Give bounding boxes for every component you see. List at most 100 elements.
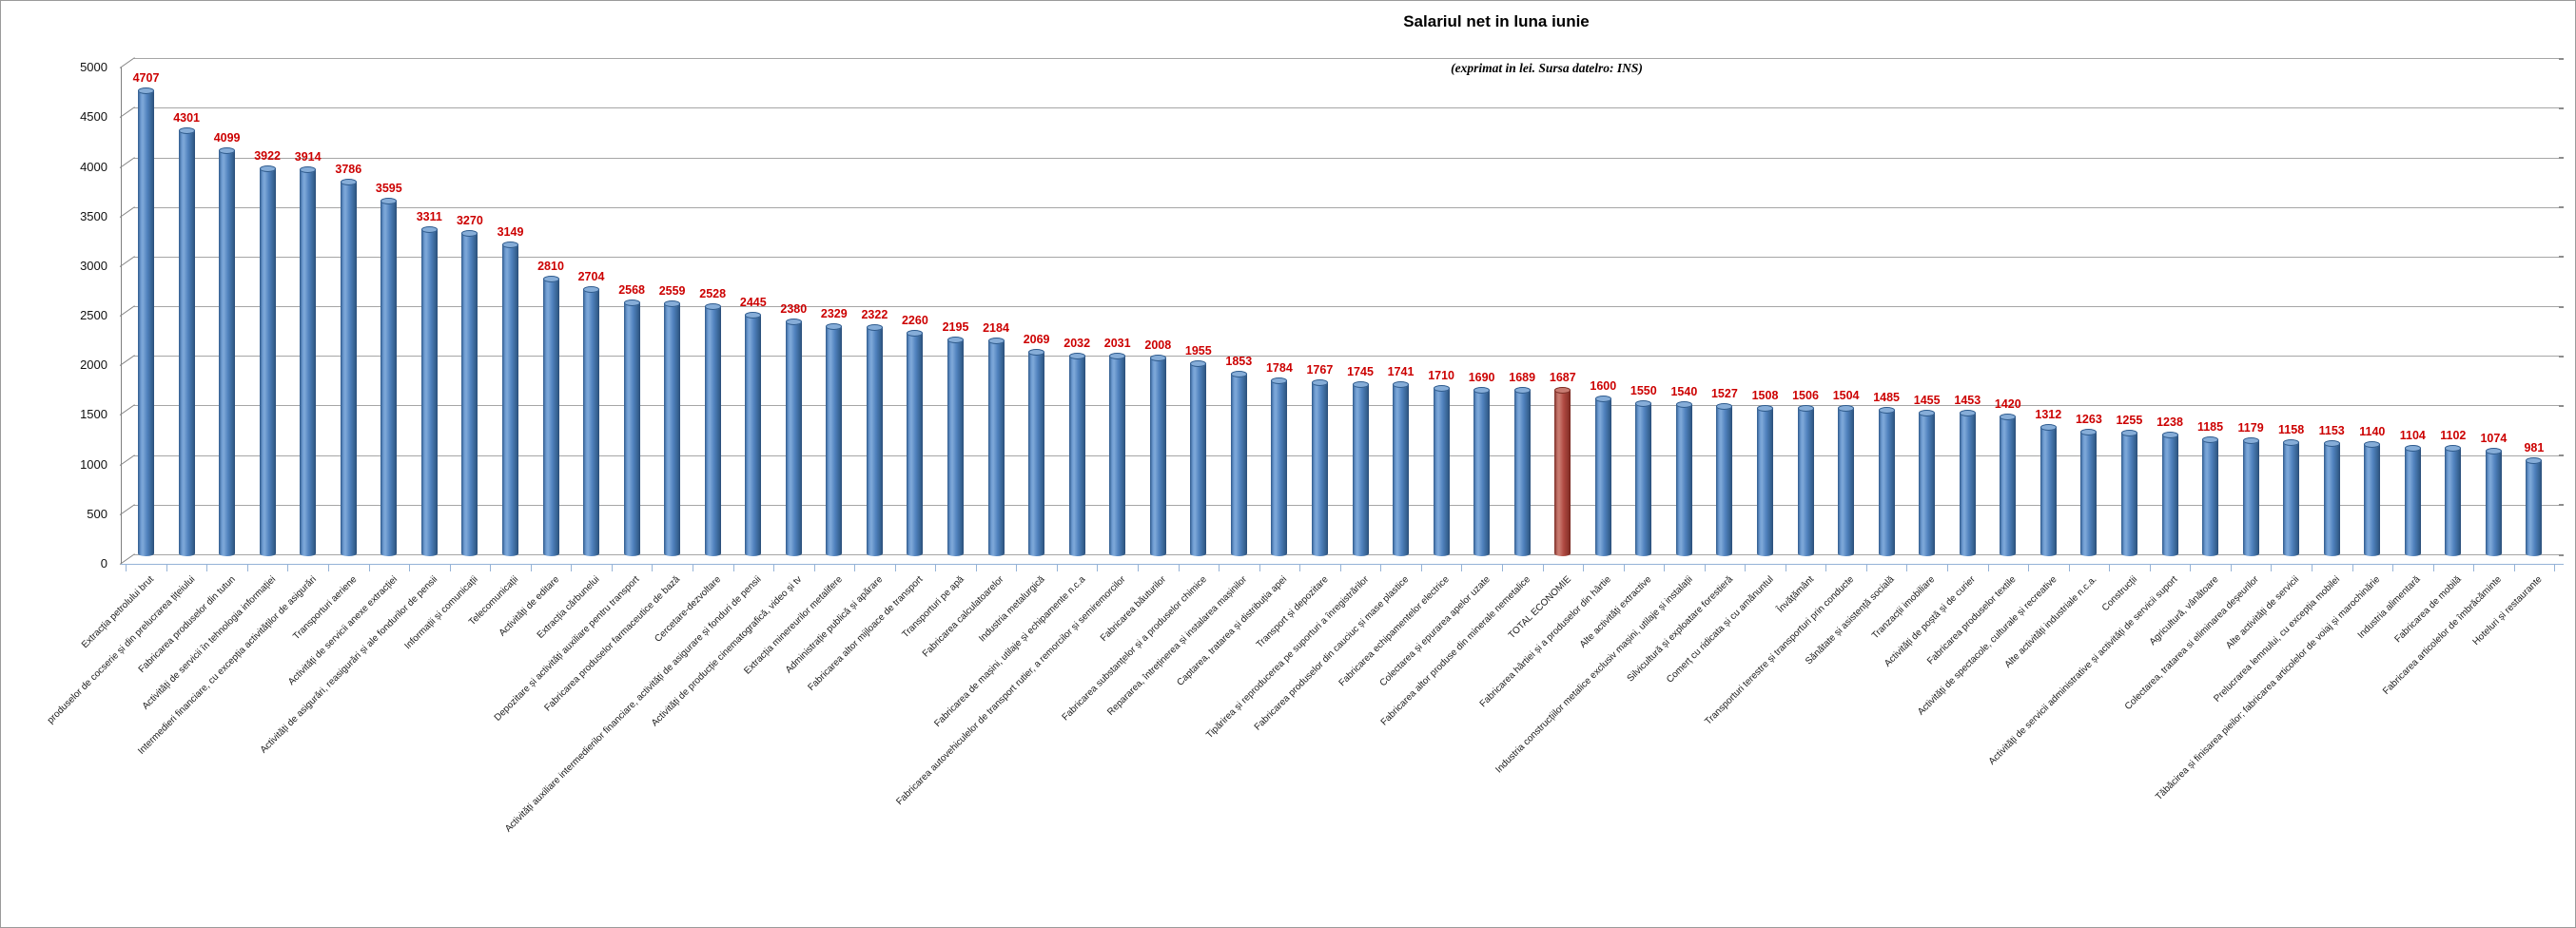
axis-depth-connector xyxy=(119,205,135,218)
bar-top-cap xyxy=(745,311,762,319)
value-label: 1485 xyxy=(1873,391,1900,404)
y-gridline xyxy=(134,107,2564,109)
category-label: Fabricarea de mașini, utilaje și echipam… xyxy=(931,574,1087,730)
bar-body xyxy=(1352,383,1369,556)
x-axis-tick xyxy=(1420,564,1422,571)
category-label: Fabricarea altor produse din minerale ne… xyxy=(1378,574,1532,728)
x-axis-tick xyxy=(1219,564,1220,571)
y-axis-tick-label: 3500 xyxy=(80,208,107,223)
bar-body xyxy=(1433,387,1450,556)
x-axis-tick xyxy=(732,564,734,571)
bar xyxy=(2000,413,2017,556)
y-axis-tick-label: 4000 xyxy=(80,159,107,174)
category-label: Alte activități extractive xyxy=(1577,574,1654,650)
value-label: 2445 xyxy=(739,295,767,309)
bar-body xyxy=(1757,407,1773,556)
value-label: 3270 xyxy=(456,213,483,227)
value-label: 2260 xyxy=(901,314,928,328)
y-gridline-endcap xyxy=(2559,404,2564,407)
y-axis-tick-label: 2500 xyxy=(80,308,107,323)
bar-top-cap xyxy=(2283,439,2300,447)
bar-top-cap xyxy=(1109,353,1126,359)
axis-depth-connector xyxy=(119,305,135,318)
bar-top-cap xyxy=(2202,436,2218,444)
bar xyxy=(1878,407,1895,556)
bar-top-cap xyxy=(1513,386,1531,394)
bar-body xyxy=(1716,405,1733,556)
bar-total-economie xyxy=(1554,386,1571,556)
bar xyxy=(947,336,964,556)
value-label: 1153 xyxy=(2318,423,2345,437)
bar-top-cap xyxy=(1838,405,1855,412)
bar-body xyxy=(2283,442,2300,556)
x-axis-tick xyxy=(652,564,654,571)
value-label: 3149 xyxy=(497,225,524,240)
bar xyxy=(1109,353,1126,556)
bar-top-cap xyxy=(1190,360,1207,367)
x-axis-tick xyxy=(1664,564,1666,571)
bar-top-cap xyxy=(2404,444,2421,452)
value-label: 1540 xyxy=(1670,385,1698,399)
bar-top-cap xyxy=(1149,355,1166,362)
bar-body xyxy=(1554,389,1571,556)
bar-body xyxy=(785,320,802,556)
axis-depth-connector xyxy=(119,106,135,119)
bar-top-cap xyxy=(704,303,721,311)
bar-body xyxy=(1109,356,1126,556)
bar xyxy=(1311,378,1328,556)
bar xyxy=(785,318,802,556)
value-label: 1179 xyxy=(2237,421,2264,435)
value-label: 1140 xyxy=(2359,425,2386,438)
category-label: Activități de spectacole, culturale și r… xyxy=(1915,574,2059,718)
bar-top-cap xyxy=(2445,445,2462,452)
bar xyxy=(1513,386,1531,556)
bar-body xyxy=(502,244,518,556)
bar-body xyxy=(1473,389,1491,556)
bar-top-cap xyxy=(1311,378,1328,386)
bar xyxy=(2485,447,2502,556)
x-axis-tick xyxy=(1259,564,1260,571)
bar xyxy=(704,303,721,556)
category-label: Hoteluri și restaurante xyxy=(2470,574,2545,648)
x-axis-tick xyxy=(1704,564,1706,571)
bar-body xyxy=(259,167,276,556)
value-label: 1527 xyxy=(1710,386,1738,400)
bar-body xyxy=(826,325,843,556)
value-label: 1074 xyxy=(2480,431,2508,445)
bar-body xyxy=(745,314,762,556)
bar-top-cap xyxy=(381,197,398,204)
x-axis-tick xyxy=(166,564,167,571)
value-label: 1784 xyxy=(1265,360,1293,375)
value-label: 2032 xyxy=(1064,336,1091,350)
y-axis-tick-label: 4500 xyxy=(80,109,107,125)
bar-top-cap xyxy=(542,275,559,282)
y-axis-tick-label: 3000 xyxy=(80,258,107,273)
bar-body xyxy=(1311,381,1328,556)
x-axis-tick xyxy=(2190,564,2192,571)
value-label: 1104 xyxy=(2399,428,2426,442)
bar-top-cap xyxy=(502,242,518,249)
x-axis-tick xyxy=(2352,564,2353,571)
bar-body xyxy=(947,338,964,556)
bar-body xyxy=(623,302,640,556)
bar-top-cap xyxy=(1068,352,1085,359)
category-label: Activități de producție cinematografică,… xyxy=(649,574,805,729)
x-axis-tick xyxy=(246,564,248,571)
x-axis-tick xyxy=(935,564,937,571)
bar-top-cap xyxy=(2000,413,2017,420)
y-gridline-endcap xyxy=(2559,504,2564,507)
y-axis-tick-label: 1500 xyxy=(80,407,107,422)
category-label: Activități auxiliare intermedierilor fin… xyxy=(503,574,764,835)
bar-body xyxy=(1797,407,1814,556)
bar-body xyxy=(907,333,924,556)
bar-body xyxy=(2445,448,2462,556)
bar-body xyxy=(2242,440,2259,556)
bar-top-cap xyxy=(1393,381,1409,389)
x-axis-tick xyxy=(1825,564,1827,571)
bar-top-cap xyxy=(1554,386,1571,394)
axis-depth-connector xyxy=(119,454,135,466)
y-gridline-endcap xyxy=(2559,106,2564,109)
category-label: Agricultură, vânătoare xyxy=(2147,574,2221,648)
y-gridline xyxy=(134,256,2564,258)
bar xyxy=(542,275,559,556)
